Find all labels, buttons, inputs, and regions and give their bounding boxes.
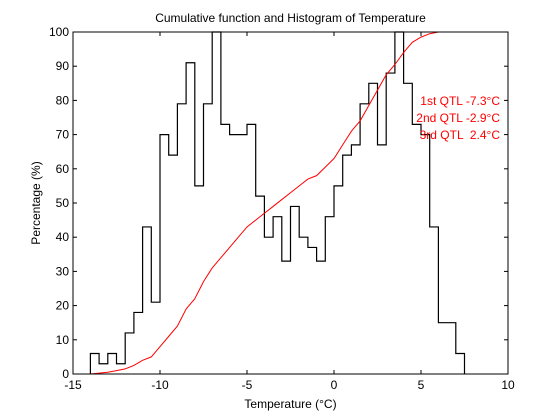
histogram-bin <box>404 83 413 374</box>
histogram-bin <box>386 73 395 374</box>
histogram-bin <box>299 237 308 374</box>
y-tick-label: 100 <box>49 25 69 39</box>
histogram-bin <box>395 32 404 374</box>
y-tick-label: 30 <box>56 264 70 278</box>
histogram-bin <box>256 196 265 374</box>
histogram-bin <box>317 261 326 374</box>
x-axis-label: Temperature (°C) <box>244 397 336 411</box>
y-tick-label: 80 <box>56 93 70 107</box>
y-tick-label: 10 <box>56 333 70 347</box>
chart-title: Cumulative function and Histogram of Tem… <box>155 11 426 25</box>
histogram-bin <box>247 124 256 374</box>
y-tick-label: 0 <box>62 367 69 381</box>
histogram-bin <box>212 32 221 374</box>
histogram-bin <box>177 104 186 374</box>
x-tick-label: -5 <box>242 378 253 392</box>
y-axis-label: Percentage (%) <box>29 161 43 244</box>
y-tick-label: 20 <box>56 299 70 313</box>
annotation-q3: 3rd QTL 2.4°C <box>420 128 501 142</box>
plot-area <box>73 32 508 374</box>
x-tick-label: 10 <box>501 378 515 392</box>
annotation-q2: 2nd QTL -2.9°C <box>416 111 500 125</box>
histogram-bin <box>412 124 421 374</box>
x-tick-label: -15 <box>64 378 82 392</box>
histogram-bin <box>90 353 99 374</box>
y-tick-label: 40 <box>56 230 70 244</box>
histogram-bin <box>151 302 160 374</box>
histogram-bin <box>230 135 239 374</box>
histogram-bin <box>204 104 213 374</box>
histogram-bin <box>369 83 378 374</box>
plot-frame <box>72 31 509 375</box>
y-tick-label: 50 <box>56 196 70 210</box>
histogram-bin <box>421 135 430 374</box>
histogram-bin <box>360 104 369 374</box>
histogram-bin <box>291 206 300 374</box>
histogram-bin <box>325 217 334 374</box>
histogram-bin <box>343 155 352 374</box>
y-tick-label: 70 <box>56 128 70 142</box>
histogram-bin <box>447 323 456 374</box>
histogram-bin <box>351 145 360 374</box>
histogram-bin <box>334 186 343 374</box>
y-tick-label: 60 <box>56 162 70 176</box>
histogram-bin <box>282 261 291 374</box>
cumulative-line <box>90 31 508 375</box>
histogram-bin <box>430 227 439 374</box>
histogram-bin <box>308 247 317 374</box>
histogram-bin <box>456 353 465 374</box>
histogram-bin <box>264 237 273 374</box>
x-tick-label: 5 <box>418 378 425 392</box>
annotation-q1: 1st QTL -7.3°C <box>420 94 500 108</box>
histogram-bin <box>186 63 195 374</box>
histogram-bin <box>238 135 247 374</box>
histogram-bin <box>169 155 178 374</box>
y-tick-label: 90 <box>56 59 70 73</box>
histogram-bin <box>143 227 152 374</box>
histogram-bin <box>273 217 282 374</box>
x-tick-label: -10 <box>151 378 169 392</box>
histogram-bin <box>438 323 447 374</box>
x-tick-label: 0 <box>331 378 338 392</box>
histogram-bin <box>195 186 204 374</box>
histogram-bin <box>378 145 387 374</box>
